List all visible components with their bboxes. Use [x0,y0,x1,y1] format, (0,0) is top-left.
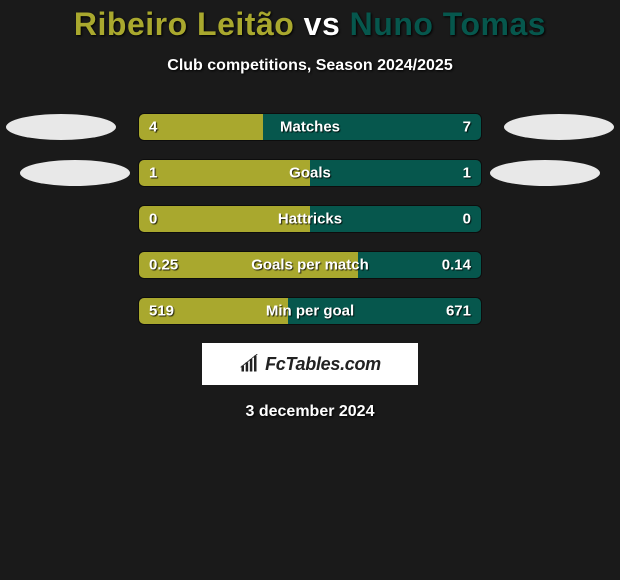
subtitle: Club competitions, Season 2024/2025 [0,57,620,75]
stat-value-player1: 0.25 [149,257,178,274]
player2-marker [504,114,614,140]
stat-value-player2: 7 [463,119,471,136]
stat-row: 0.25 0.14 Goals per match [0,251,620,279]
stat-value-player2: 671 [446,303,471,320]
stat-value-player2: 1 [463,165,471,182]
player1-name: Ribeiro Leitão [74,6,294,42]
stat-value-player1: 0 [149,211,157,228]
stat-row: 0 0 Hattricks [0,205,620,233]
chart-icon [239,354,259,374]
stat-label: Min per goal [266,303,354,320]
stat-bar: 1 1 Goals [138,159,482,187]
player2-marker [490,160,600,186]
player2-name: Nuno Tomas [350,6,546,42]
bar-segment-player1 [139,114,263,140]
comparison-rows: 4 7 Matches 1 1 Goals 0 0 Hattricks 0.25 0.14 Goals… [0,113,620,325]
brand-text: FcTables.com [265,354,381,375]
stat-bar: 0.25 0.14 Goals per match [138,251,482,279]
stat-row: 519 671 Min per goal [0,297,620,325]
comparison-title: Ribeiro Leitão vs Nuno Tomas [0,0,620,43]
stat-value-player1: 519 [149,303,174,320]
player1-marker [6,114,116,140]
bar-segment-player2 [310,160,481,186]
stat-label: Goals per match [251,257,369,274]
stat-value-player1: 1 [149,165,157,182]
stat-row: 1 1 Goals [0,159,620,187]
player1-marker [20,160,130,186]
stat-bar: 519 671 Min per goal [138,297,482,325]
stat-bar: 4 7 Matches [138,113,482,141]
stat-value-player2: 0 [463,211,471,228]
stat-bar: 0 0 Hattricks [138,205,482,233]
stat-value-player2: 0.14 [442,257,471,274]
stat-value-player1: 4 [149,119,157,136]
stat-label: Matches [280,119,340,136]
brand-badge: FcTables.com [202,343,418,385]
comparison-date: 3 december 2024 [0,403,620,421]
title-vs: vs [304,6,341,42]
stat-row: 4 7 Matches [0,113,620,141]
stat-label: Goals [289,165,331,182]
bar-segment-player1 [139,160,310,186]
stat-label: Hattricks [278,211,342,228]
